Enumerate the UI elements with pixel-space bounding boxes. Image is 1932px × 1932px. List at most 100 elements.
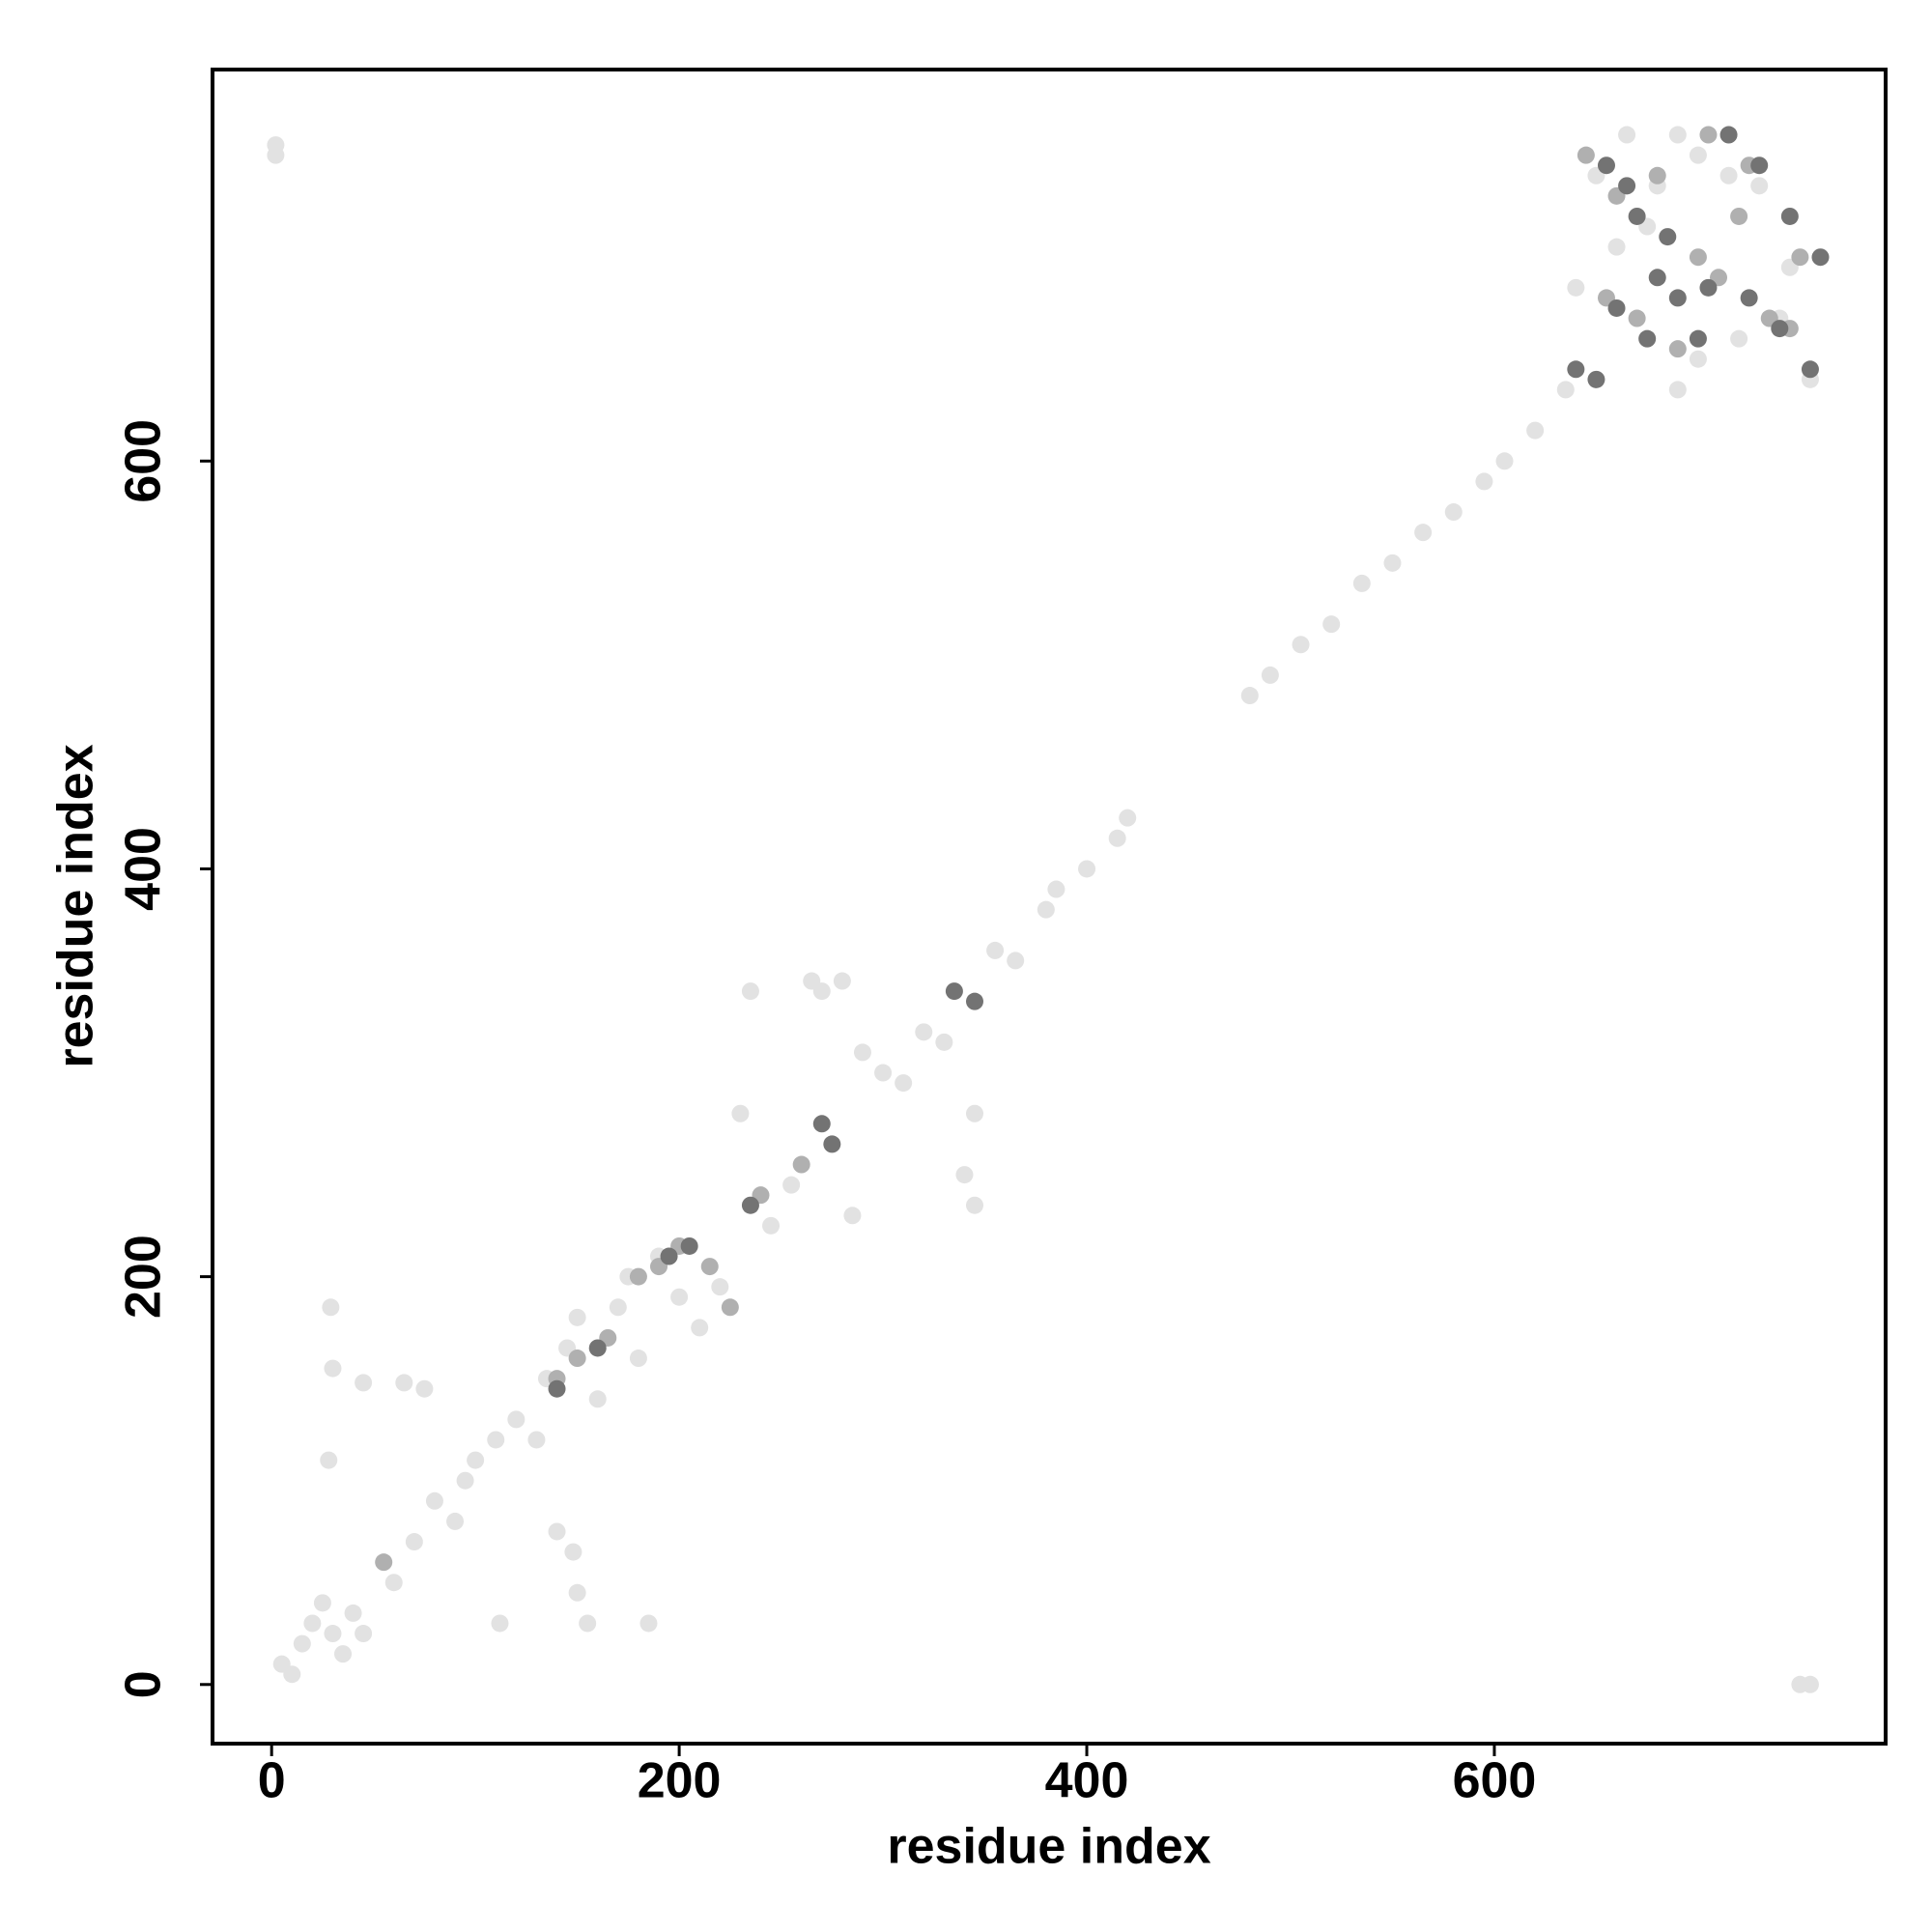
y-tick-label: 200 xyxy=(116,1235,172,1319)
point xyxy=(1780,207,1799,225)
point xyxy=(700,1258,719,1276)
point xyxy=(833,972,851,990)
point xyxy=(1607,238,1626,256)
point xyxy=(965,1104,983,1122)
point xyxy=(1352,574,1371,592)
point xyxy=(1567,360,1585,379)
point xyxy=(1261,666,1279,684)
point xyxy=(548,1522,566,1541)
point xyxy=(1628,309,1646,327)
point xyxy=(1689,329,1707,348)
point xyxy=(1791,248,1809,267)
point xyxy=(965,1196,983,1214)
point xyxy=(491,1614,509,1633)
point xyxy=(1037,900,1055,919)
x-tick-label: 600 xyxy=(1453,1753,1537,1809)
point xyxy=(579,1614,597,1633)
point xyxy=(1689,146,1707,164)
point xyxy=(670,1288,689,1306)
point xyxy=(1668,381,1687,399)
point xyxy=(334,1645,353,1663)
point xyxy=(1668,126,1687,144)
point xyxy=(609,1298,627,1317)
point xyxy=(322,1298,340,1317)
point xyxy=(680,1236,698,1255)
point xyxy=(1668,289,1687,307)
y-tick-label: 600 xyxy=(116,419,172,503)
point xyxy=(1811,248,1830,267)
point xyxy=(915,1023,933,1041)
point xyxy=(320,1451,338,1469)
point xyxy=(425,1492,443,1510)
point xyxy=(293,1634,311,1653)
point xyxy=(507,1410,526,1429)
point xyxy=(1750,156,1769,175)
point xyxy=(375,1553,393,1572)
point xyxy=(812,982,831,1001)
point xyxy=(384,1574,403,1592)
y-axis-title: residue index xyxy=(48,744,104,1067)
point xyxy=(1771,320,1789,338)
point xyxy=(1597,156,1615,175)
point xyxy=(1638,329,1657,348)
point xyxy=(731,1104,750,1122)
point xyxy=(588,1339,607,1357)
point xyxy=(1648,166,1666,185)
point xyxy=(1628,207,1646,225)
point xyxy=(313,1594,331,1612)
point xyxy=(1108,829,1126,847)
point xyxy=(267,146,285,164)
point xyxy=(1047,880,1065,898)
point xyxy=(782,1176,801,1194)
point xyxy=(487,1431,505,1449)
point xyxy=(568,1350,586,1368)
point xyxy=(1719,166,1738,185)
point xyxy=(1414,524,1433,542)
point xyxy=(1618,126,1636,144)
point xyxy=(446,1512,465,1530)
point xyxy=(1607,298,1626,317)
point xyxy=(935,1033,953,1051)
point xyxy=(1526,421,1545,440)
point xyxy=(895,1074,913,1093)
point xyxy=(1567,278,1585,297)
point xyxy=(355,1625,373,1643)
point xyxy=(823,1135,841,1153)
point xyxy=(324,1625,342,1643)
point xyxy=(741,982,759,1001)
point xyxy=(1648,269,1666,287)
point xyxy=(1750,177,1769,195)
point xyxy=(1383,554,1402,572)
point xyxy=(1740,289,1758,307)
point xyxy=(691,1319,709,1337)
x-axis-title: residue index xyxy=(887,1819,1210,1875)
point xyxy=(1322,615,1341,634)
point xyxy=(1444,503,1463,522)
point xyxy=(1801,1675,1819,1693)
point xyxy=(1689,248,1707,267)
point xyxy=(467,1451,485,1469)
point xyxy=(792,1155,810,1174)
point xyxy=(721,1298,739,1317)
point xyxy=(1495,452,1514,470)
point xyxy=(629,1267,647,1286)
point xyxy=(568,1308,586,1326)
point xyxy=(843,1207,862,1225)
point xyxy=(395,1374,413,1392)
point xyxy=(812,1115,831,1133)
point xyxy=(711,1278,729,1296)
point xyxy=(1730,329,1748,348)
point xyxy=(1801,360,1819,379)
point xyxy=(741,1196,759,1214)
point xyxy=(1119,809,1137,827)
point xyxy=(1556,381,1575,399)
point xyxy=(1699,278,1718,297)
point xyxy=(965,992,983,1010)
y-tick-label: 0 xyxy=(116,1670,172,1698)
point xyxy=(629,1350,647,1368)
point xyxy=(1577,146,1595,164)
x-tick-label: 400 xyxy=(1045,1753,1129,1809)
point xyxy=(660,1247,678,1265)
point xyxy=(1668,340,1687,358)
